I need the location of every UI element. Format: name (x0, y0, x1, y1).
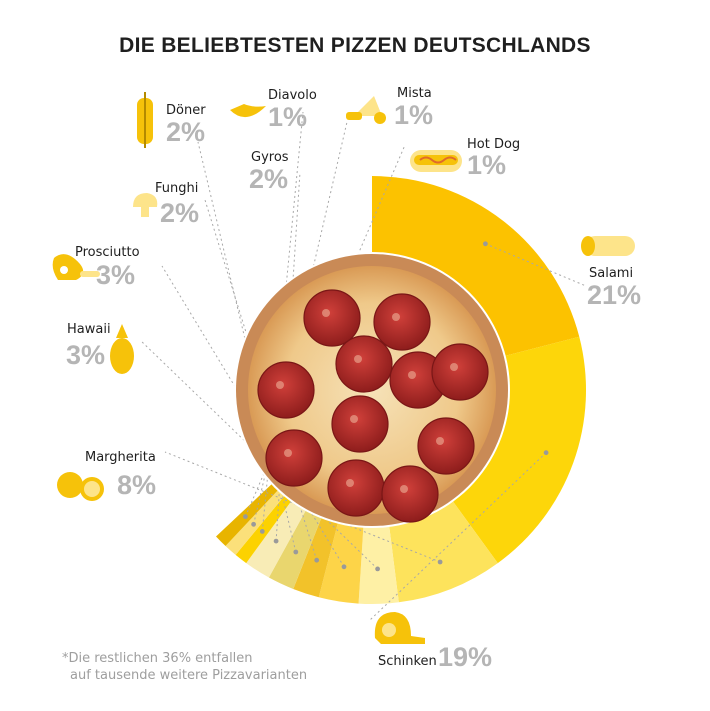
label-diavolo: Diavolo (268, 88, 317, 103)
salami-fat (284, 449, 292, 457)
value-diavolo: 1% (268, 102, 307, 132)
value-margherita: 8% (117, 470, 156, 500)
value-schinken: 19% (438, 642, 492, 672)
label-salami: Salami (589, 266, 633, 281)
salami-slice (303, 289, 361, 347)
salami-fat (354, 355, 362, 363)
value-döner: 2% (166, 117, 205, 147)
label-döner: Döner (166, 103, 206, 118)
label-prosciutto: Prosciutto (75, 245, 140, 260)
value-gyros: 2% (249, 164, 288, 194)
label-mista: Mista (397, 86, 432, 101)
salami-fat (408, 371, 416, 379)
footnote-line-2: auf tausende weitere Pizzavarianten (70, 668, 308, 683)
leader-dot (375, 566, 380, 572)
mista-icon (346, 96, 386, 124)
label-margherita: Margherita (85, 450, 156, 465)
leader-dot (483, 241, 488, 247)
salami-slice (265, 429, 323, 487)
label-hawaii: Hawaii (67, 322, 111, 337)
pineapple-icon (110, 324, 134, 374)
leader-dot (293, 549, 299, 555)
value-prosciutto: 3% (96, 260, 135, 290)
label-hot-dog: Hot Dog (467, 137, 520, 152)
doner-icon (137, 92, 153, 148)
leader-dot (314, 557, 320, 563)
salami-slice (331, 395, 389, 453)
salami-slice (373, 293, 431, 351)
salami-slice (417, 417, 475, 475)
leader-dot (273, 538, 279, 544)
salami-slice (335, 335, 393, 393)
salami-fat (436, 437, 444, 445)
leader-dot (543, 450, 549, 456)
hotdog-icon (410, 150, 462, 172)
value-funghi: 2% (160, 198, 199, 228)
leader-line (164, 451, 441, 563)
leader-dot (243, 514, 248, 519)
label-funghi: Funghi (155, 181, 198, 196)
leader-dot (341, 564, 347, 570)
salami-fat (450, 363, 458, 371)
chart-title: DIE BELIEBTESTEN PIZZEN DEUTSCHLANDS (119, 34, 591, 57)
chili-icon (230, 104, 266, 118)
value-salami: 21% (587, 280, 641, 310)
leader-dot (437, 559, 443, 565)
salami-fat (400, 485, 408, 493)
salami-slice (381, 465, 439, 523)
leader-line (485, 243, 587, 287)
label-gyros: Gyros (251, 150, 289, 165)
value-hot-dog: 1% (467, 150, 506, 180)
value-mista: 1% (394, 100, 433, 130)
value-hawaii: 3% (66, 340, 105, 370)
footnote-line-1: *Die restlichen 36% entfallen (62, 651, 253, 666)
pizza-image (234, 252, 510, 528)
salami-fat (346, 479, 354, 487)
salami-fat (276, 381, 284, 389)
footnote: *Die restlichen 36% entfallen auf tausen… (62, 650, 307, 684)
salami-slice (431, 343, 489, 401)
topping-icons (52, 92, 635, 644)
label-schinken: Schinken (378, 654, 437, 669)
leader-line (369, 452, 547, 621)
ham-leg-icon (52, 254, 100, 280)
salami-icon (581, 236, 635, 256)
ham-icon (374, 612, 425, 644)
tomato-icon (57, 472, 104, 501)
salami-slice (327, 459, 385, 517)
leader-dot (259, 529, 265, 534)
mushroom-icon (133, 193, 158, 217)
leader-dot (251, 521, 256, 527)
salami-fat (322, 309, 330, 317)
salami-slice (257, 361, 315, 419)
salami-fat (392, 313, 400, 321)
salami-fat (350, 415, 358, 423)
